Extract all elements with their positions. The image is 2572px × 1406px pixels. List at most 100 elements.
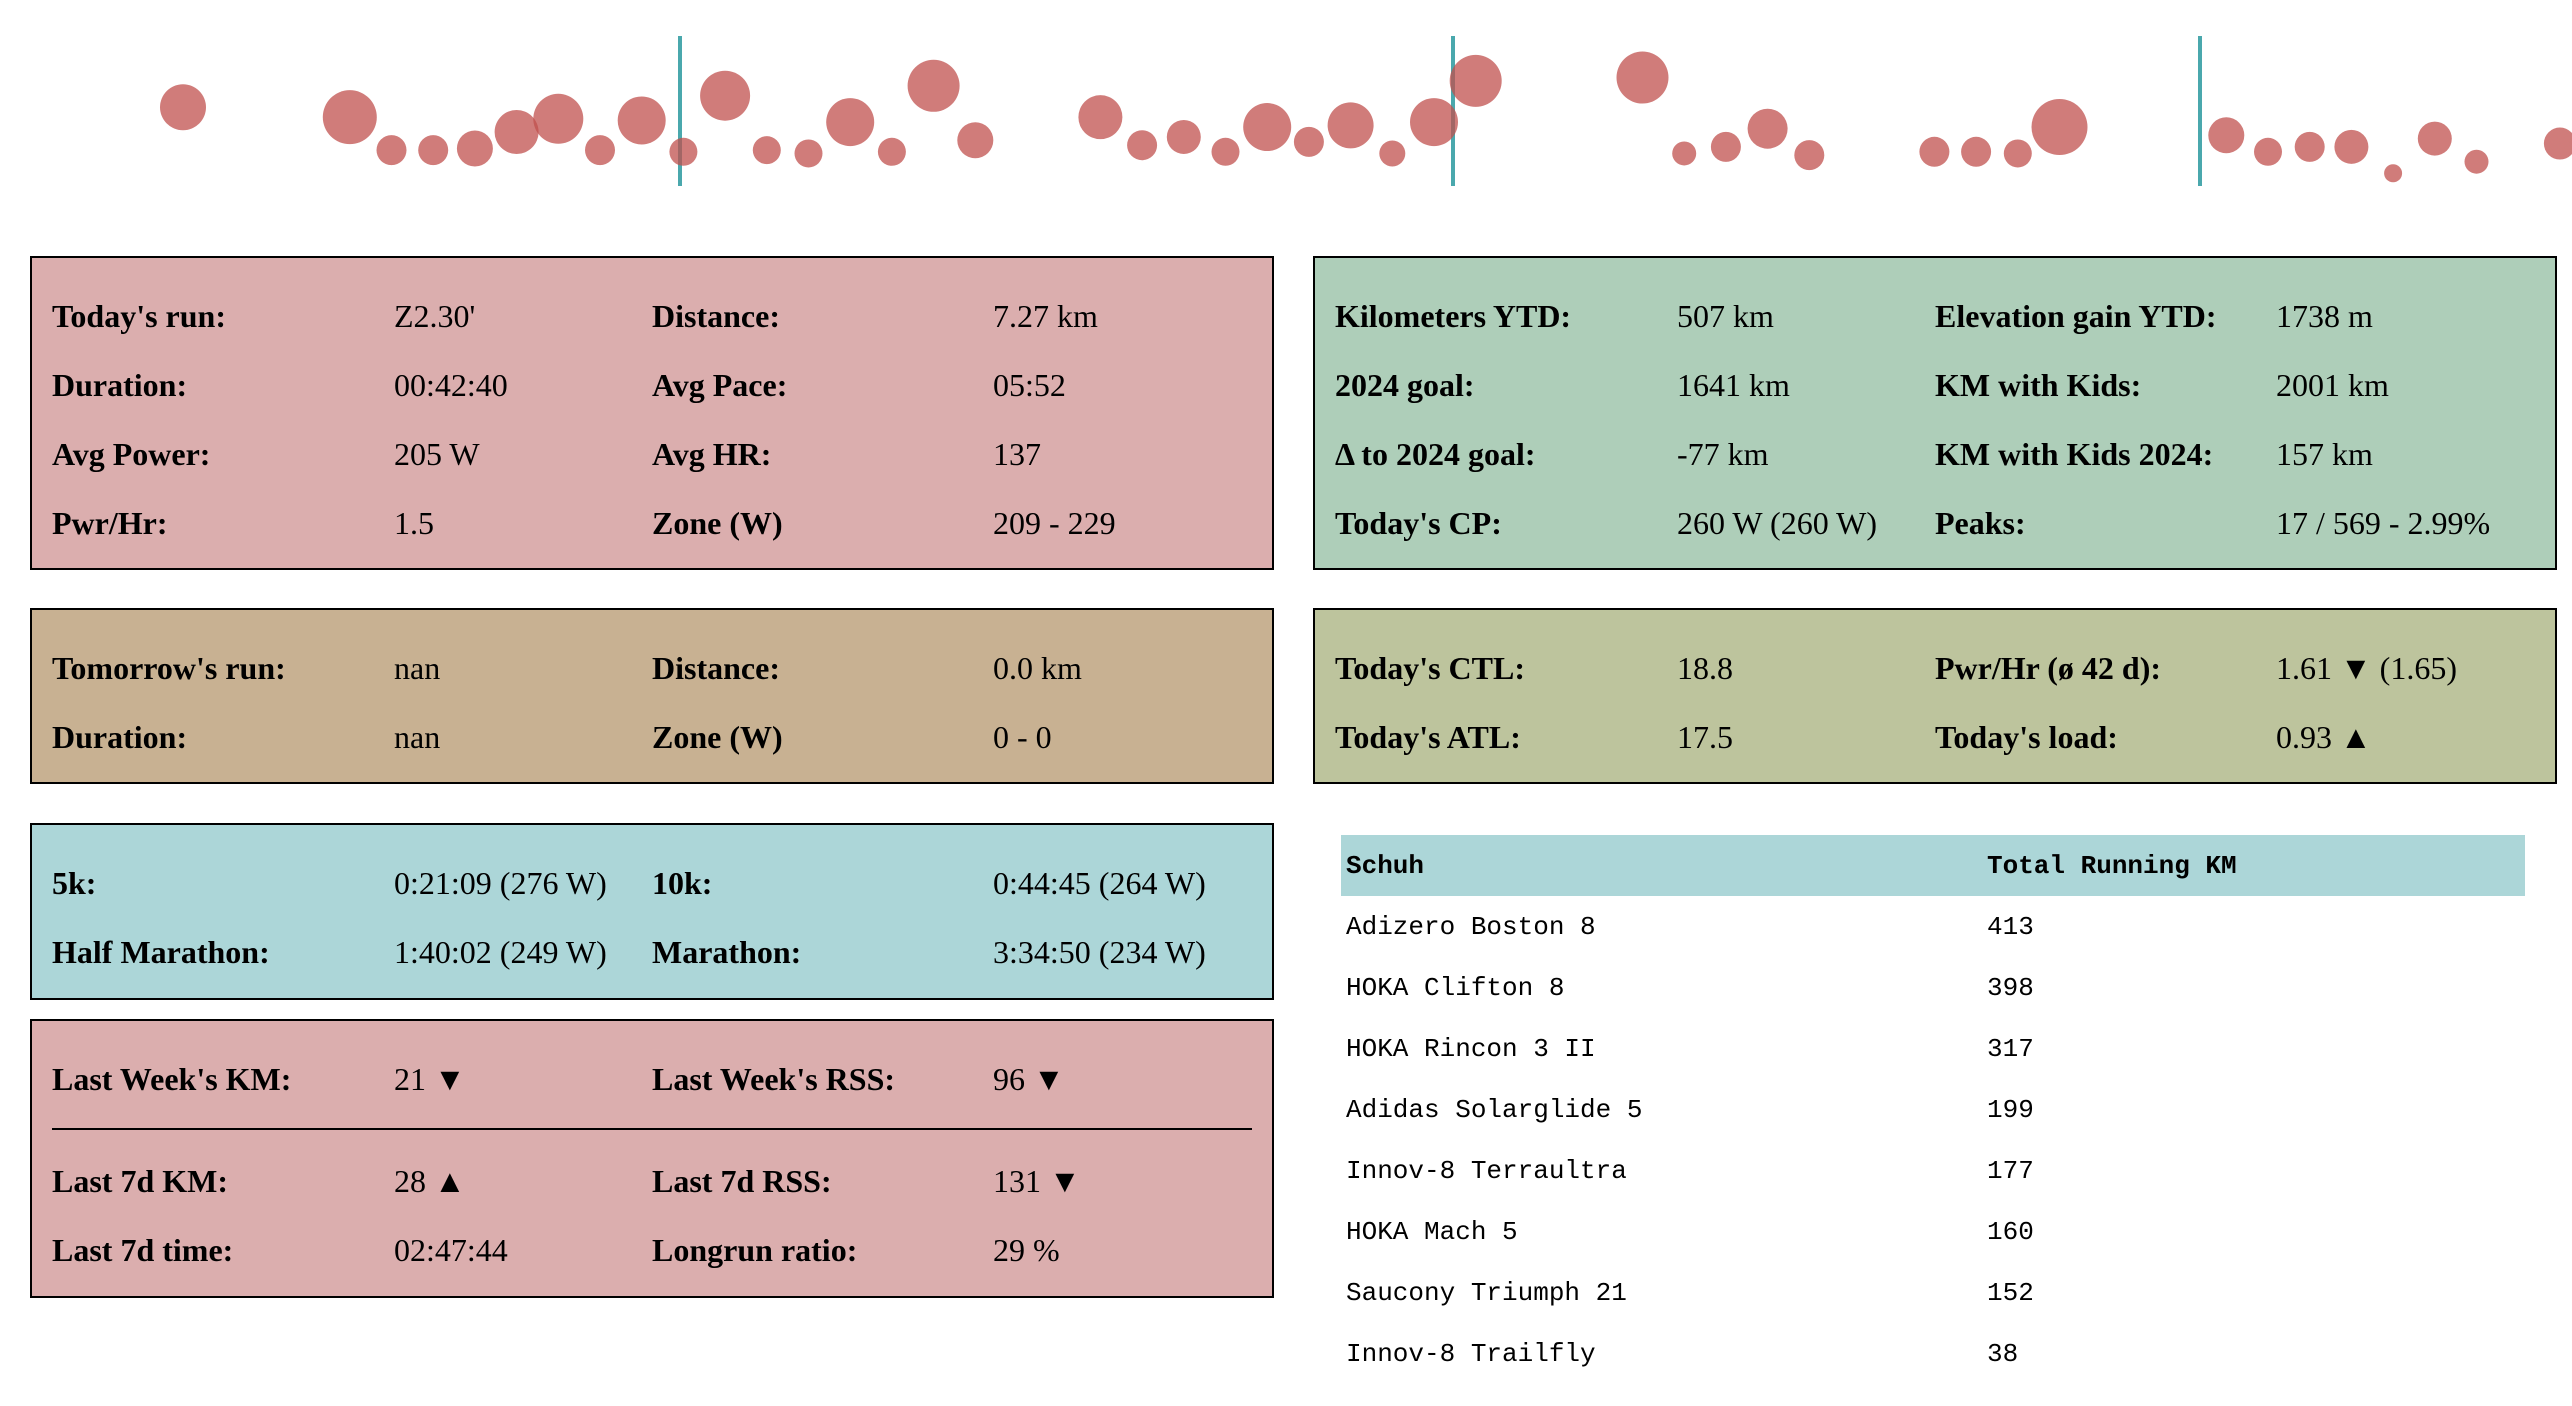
activity-bubble [1211,137,1240,166]
last-7d-km-label: Last 7d KM: [52,1163,228,1199]
today-s-run-label: Today's run: [52,298,226,334]
shoe-km-cell: 398 [1987,972,2034,1003]
marathon-label: Marathon: [652,934,802,970]
tomorrow-s-run-value: nan [394,650,441,686]
fitness-panel: Today's CTL: 18.8 Pwr/Hr (ø 42 d): 1.61 ▼ (… [1313,608,2557,784]
table-row: Adizero Boston 8 413 [1341,896,2525,957]
activity-bubble [2254,137,2282,166]
longrun-ratio-value: 29 % [993,1232,1060,1268]
avg-hr-label: Avg HR: [652,436,772,472]
metric-row: Half Marathon: 1:40:02 (249 W) Marathon: 3:… [52,918,1252,987]
metric-row: 5k: 0:21:09 (276 W) 10k: 0:44:45 (264 W) [52,849,1252,918]
metric-row: Today's run: Z2.30' Distance: 7.27 km [52,282,1252,351]
activity-bubble [1379,140,1406,167]
last-7d-km-value: 28 ▲ [394,1163,466,1199]
longrun-ratio-label: Longrun ratio: [652,1232,858,1268]
shoe-name-cell: HOKA Clifton 8 [1346,972,1565,1003]
peaks-value: 17 / 569 - 2.99% [2276,505,2491,541]
activity-bubble [2003,139,2032,168]
distance-label: Distance: [652,298,780,334]
activity-bubble [533,93,584,144]
10k-value: 0:44:45 (264 W) [993,865,1206,901]
last-week-s-rss-label: Last Week's RSS: [652,1061,896,1097]
marathon-value: 3:34:50 (234 W) [993,934,1206,970]
2024-goal-label: 2024 goal: [1335,367,1475,403]
activity-bubble [1127,130,1158,161]
activity-bubble [1747,108,1788,149]
avg-power-value: 205 W [394,436,480,472]
activity-bubble [907,59,960,112]
activity-bubble [1327,102,1374,149]
zone-w-label: Zone (W) [652,719,783,755]
last-week-s-km-label: Last Week's KM: [52,1061,292,1097]
shoe-name-cell: Adidas Solarglide 5 [1346,1094,1643,1125]
elevation-gain-ytd-label: Elevation gain YTD: [1935,298,2217,334]
activity-bubble [2384,164,2403,183]
last-7d-time-label: Last 7d time: [52,1232,234,1268]
pwr-hr-label: Pwr/Hr: [52,505,168,541]
shoe-km-cell: 413 [1987,911,2034,942]
shoe-km-cell: 152 [1987,1277,2034,1308]
distance-label: Distance: [652,650,780,686]
activity-bubble [1710,131,1741,162]
activity-bubble [1919,136,1950,167]
zone-w-label: Zone (W) [652,505,783,541]
table-row: Innov-8 Trailfly 38 [1341,1323,2525,1384]
kilometers-ytd-label: Kilometers YTD: [1335,298,1572,334]
metric-row: 2024 goal: 1641 km KM with Kids: 2001 km [1335,351,2535,420]
table-row: HOKA Mach 5 160 [1341,1201,2525,1262]
activity-bubble [1616,51,1669,104]
last-week-s-rss-value: 96 ▼ [993,1061,1065,1097]
weekly-summary-panel: Last Week's KM: 21 ▼ Last Week's RSS: 96 ▼ … [30,1019,1274,1298]
last-7d-time-value: 02:47:44 [394,1232,508,1268]
shoe-mileage-table: Schuh Total Running KM Adizero Boston 8 4… [1341,835,2525,1384]
activity-bubble [957,122,994,159]
activity-bubble [752,136,781,165]
today-s-cp-label: Today's CP: [1335,505,1502,541]
activity-bubble [2417,121,2452,156]
distance-value: 7.27 km [993,298,1098,334]
last-week-s-km-value: 21 ▼ [394,1061,466,1097]
race-predictions-panel: 5k: 0:21:09 (276 W) 10k: 0:44:45 (264 W) Hal… [30,823,1274,1000]
activity-bubble [2031,99,2088,156]
activity-bubble-chart [160,36,2572,186]
metric-row: Kilometers YTD: 507 km Elevation gain YTD:… [1335,282,2535,351]
2024-goal-value: 1641 km [1677,367,1790,403]
half-marathon-label: Half Marathon: [52,934,270,970]
metric-row: Last 7d time: 02:47:44 Longrun ratio: 29 % [52,1216,1252,1285]
today-s-atl-value: 17.5 [1677,719,1733,755]
km-with-kids-2024-value: 157 km [2276,436,2373,472]
metric-row: Today's CTL: 18.8 Pwr/Hr (ø 42 d): 1.61 ▼ (… [1335,634,2535,703]
duration-value: 00:42:40 [394,367,508,403]
activity-bubble [585,135,615,166]
today-s-ctl-label: Today's CTL: [1335,650,1525,686]
activity-bubble [794,139,823,168]
shoe-km-cell: 38 [1987,1338,2019,1369]
activity-bubble [1078,95,1123,140]
activity-bubble [1672,141,1697,166]
to-2024-goal-label: Δ to 2024 goal: [1335,436,1536,472]
activity-bubble [700,70,751,121]
activity-bubble [322,90,377,145]
avg-power-label: Avg Power: [52,436,211,472]
metric-row: Today's ATL: 17.5 Today's load: 0.93 ▲ [1335,703,2535,772]
activity-bubble [418,135,449,166]
half-marathon-value: 1:40:02 (249 W) [394,934,607,970]
distance-value: 0.0 km [993,650,1082,686]
activity-bubble [1293,126,1324,157]
table-row: HOKA Rincon 3 II 317 [1341,1018,2525,1079]
activity-bubble [1449,54,1502,107]
metric-row: Pwr/Hr: 1.5 Zone (W) 209 - 229 [52,489,1252,558]
shoe-table-header: Schuh Total Running KM [1341,835,2525,896]
activity-bubble [877,137,906,166]
metric-row: Tomorrow's run: nan Distance: 0.0 km [52,634,1252,703]
zone-w-value: 0 - 0 [993,719,1052,755]
5k-value: 0:21:09 (276 W) [394,865,607,901]
shoe-km-cell: 199 [1987,1094,2034,1125]
table-row: HOKA Clifton 8 398 [1341,957,2525,1018]
table-row: Adidas Solarglide 5 199 [1341,1079,2525,1140]
activity-bubble [1166,119,1201,154]
shoe-name-cell: Saucony Triumph 21 [1346,1277,1627,1308]
activity-bubble [494,110,539,154]
year-to-date-panel: Kilometers YTD: 507 km Elevation gain YTD:… [1313,256,2557,570]
